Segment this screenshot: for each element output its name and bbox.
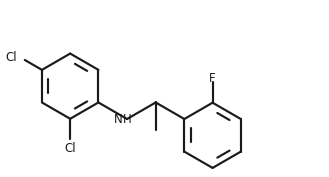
Text: Cl: Cl <box>6 51 17 64</box>
Text: N: N <box>114 113 123 126</box>
Text: F: F <box>209 72 216 85</box>
Text: Cl: Cl <box>64 142 76 155</box>
Text: H: H <box>123 113 131 126</box>
